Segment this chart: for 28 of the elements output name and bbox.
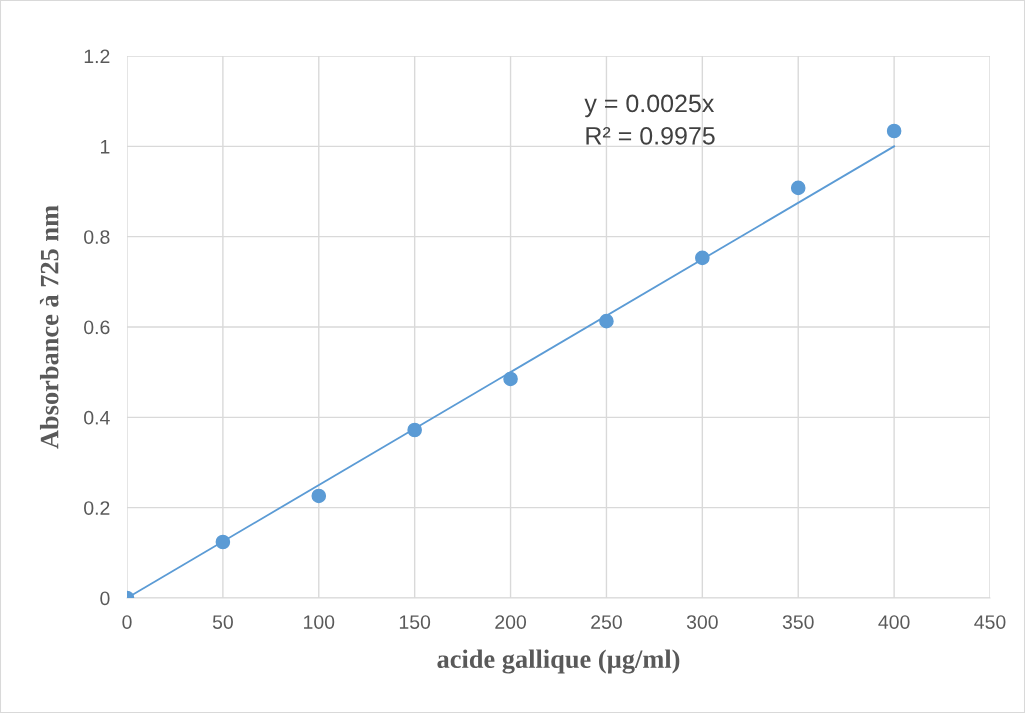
x-tick-label: 300 xyxy=(686,615,718,629)
point xyxy=(695,250,710,266)
y-tick-label: 0.8 xyxy=(84,230,110,244)
x-axis-title: acide gallique (µg/ml) xyxy=(437,649,680,674)
y-tick-label: 1.2 xyxy=(84,49,110,64)
x-tick-label: 50 xyxy=(212,615,233,629)
y-tick-label: 0 xyxy=(100,591,110,606)
y-axis-title: Absorbance à 725 nm xyxy=(39,205,59,449)
point xyxy=(503,371,518,387)
x-tick-label: 100 xyxy=(304,615,335,629)
y-tick-label: 0.4 xyxy=(84,410,110,425)
x-tick-label: 200 xyxy=(495,615,527,629)
x-tick-label: 350 xyxy=(782,615,814,629)
annotation: y = 0.0025x R² = 0.9975 xyxy=(584,94,715,145)
point xyxy=(215,534,231,550)
x-tick-label: 250 xyxy=(591,615,622,629)
point xyxy=(790,180,806,196)
point xyxy=(407,422,422,438)
x-tick-label: 0 xyxy=(122,615,132,629)
y-tick-label: 0.6 xyxy=(84,320,110,335)
y-tick-label: 1 xyxy=(101,140,110,154)
point xyxy=(599,313,614,329)
point xyxy=(311,488,327,504)
x-tick-label: 450 xyxy=(974,615,1006,629)
point xyxy=(886,123,902,139)
x-tick-label: 400 xyxy=(878,615,910,629)
y-tick-label: 0.2 xyxy=(84,501,110,515)
x-tick-label: 150 xyxy=(399,615,431,629)
